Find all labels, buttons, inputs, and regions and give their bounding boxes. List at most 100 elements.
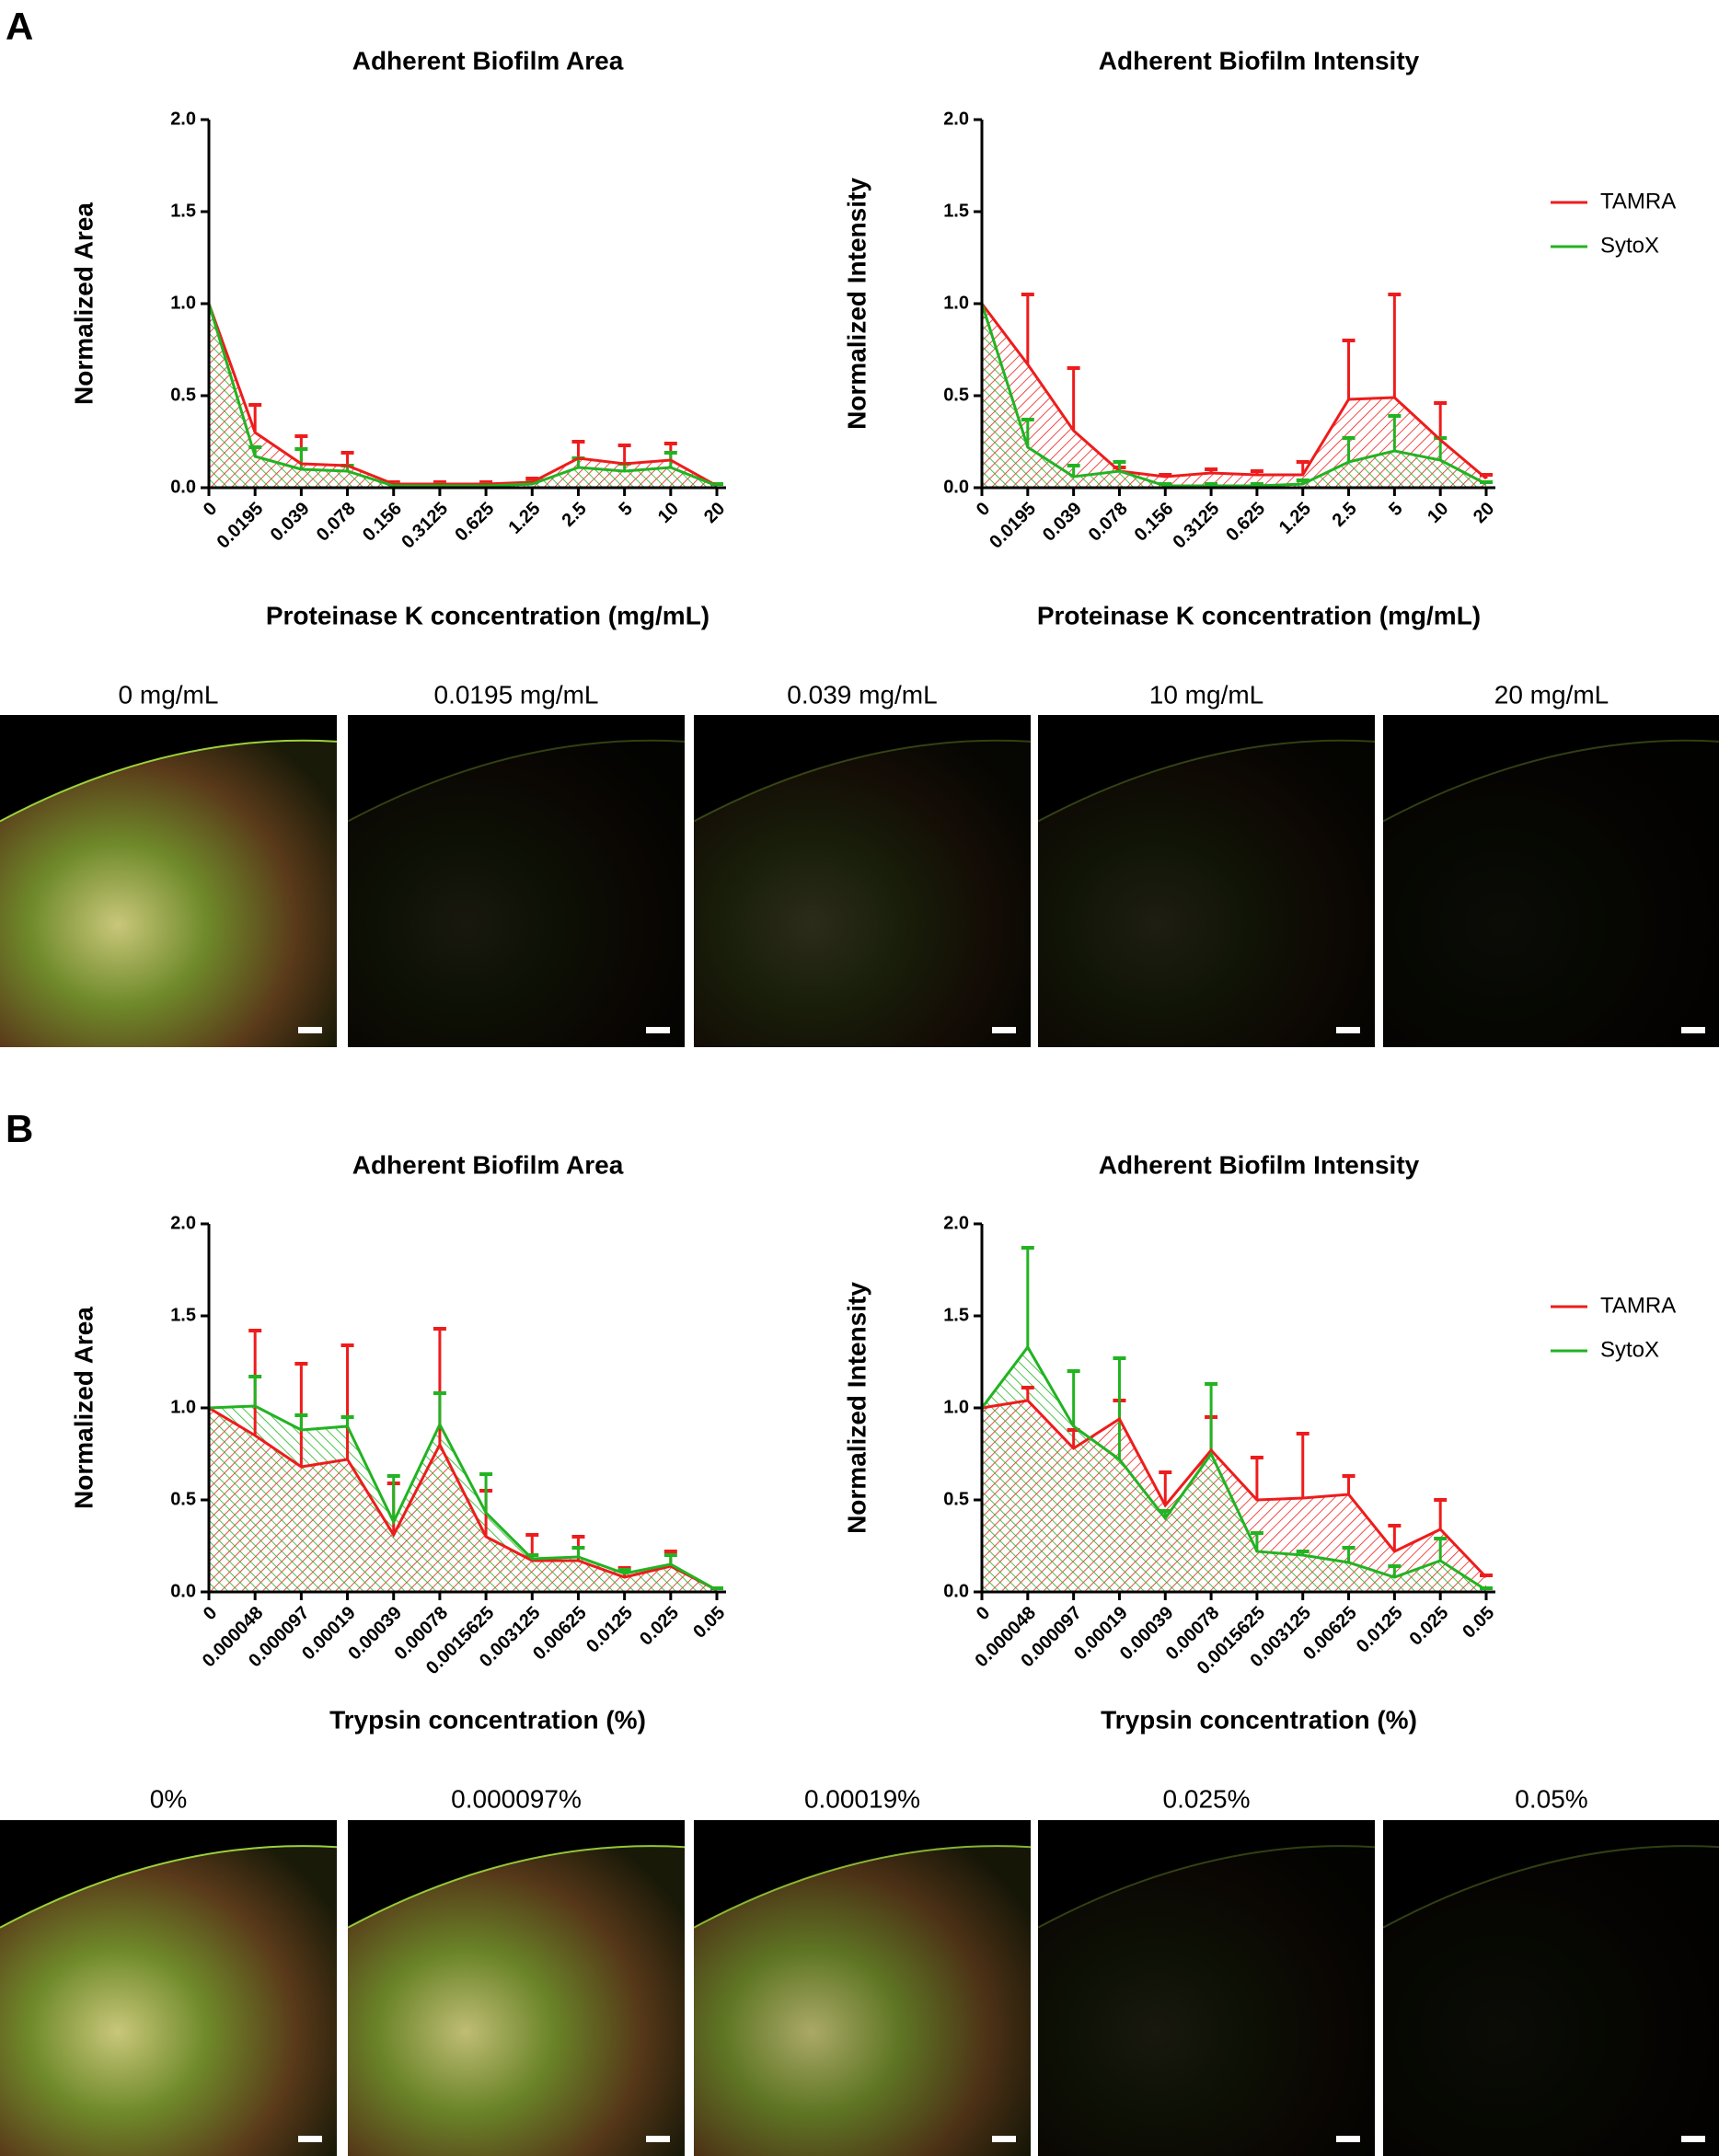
image-caption: 0.000097% xyxy=(451,1784,582,1813)
series-line xyxy=(980,303,1487,480)
x-tick-label: 0 xyxy=(200,499,221,520)
x-tick-label: 10 xyxy=(654,499,683,527)
x-tick-label: 0.625 xyxy=(1222,499,1269,546)
x-tick-label: 0.3125 xyxy=(398,499,452,553)
image-caption: 0.00019% xyxy=(804,1784,920,1813)
biofilm-edge xyxy=(1382,1845,1719,1929)
legend-label: SytoX xyxy=(1600,1337,1659,1362)
error-bar xyxy=(294,447,308,469)
x-tick-label: 0.039 xyxy=(1039,499,1086,546)
x-tick-label: 20 xyxy=(1470,499,1498,527)
x-tick-label: 0.0125 xyxy=(583,1603,637,1657)
micrograph xyxy=(1037,1820,1376,2156)
panel-label: A xyxy=(6,5,33,48)
biofilm-edge xyxy=(1037,739,1376,823)
y-axis-label: Normalized Intensity xyxy=(842,178,871,430)
area xyxy=(209,1406,717,1592)
x-axis-label: Trypsin concentration (%) xyxy=(1101,1705,1417,1734)
biofilm xyxy=(694,740,1031,1047)
error-bar xyxy=(1388,414,1402,451)
chart-title: Adherent Biofilm Intensity xyxy=(1099,1150,1420,1179)
error-bar xyxy=(1021,1386,1034,1401)
y-axis-label: Normalized Intensity xyxy=(842,1282,871,1534)
y-tick-label: 2.0 xyxy=(170,109,196,129)
biofilm-edge xyxy=(693,1845,1032,1929)
series-line xyxy=(208,1404,718,1592)
y-tick-label: 1.5 xyxy=(170,201,196,221)
y-tick-label: 1.0 xyxy=(943,293,969,313)
chart-title: Adherent Biofilm Intensity xyxy=(1099,46,1420,75)
biofilm xyxy=(694,1846,1031,2156)
x-tick-label: 1.25 xyxy=(1275,499,1315,538)
error-bar xyxy=(386,1474,400,1522)
y-axis-label: Normalized Area xyxy=(69,202,98,405)
x-tick-label: 0.078 xyxy=(1085,499,1132,546)
y-tick-label: 1.0 xyxy=(943,1397,969,1417)
x-tick-label: 5 xyxy=(1385,499,1406,520)
x-tick-label: 20 xyxy=(700,499,729,527)
image-caption: 0.039 mg/mL xyxy=(787,680,937,709)
series-line xyxy=(980,303,1487,488)
y-tick-label: 0.0 xyxy=(943,477,969,497)
scale-bar xyxy=(646,2136,670,2142)
biofilm xyxy=(1038,1846,1375,2156)
scale-bar xyxy=(1681,2136,1705,2142)
y-tick-label: 2.0 xyxy=(943,109,969,129)
scale-bar xyxy=(1336,1027,1360,1033)
error-bar xyxy=(1434,1498,1448,1529)
biofilm xyxy=(1383,1846,1719,2156)
biofilm-edge xyxy=(347,739,686,823)
error-bar xyxy=(1342,1474,1356,1494)
series-line xyxy=(981,1399,1488,1579)
y-axis-label: Normalized Area xyxy=(69,1307,98,1509)
biofilm-edge xyxy=(693,739,1032,823)
biofilm xyxy=(348,740,685,1047)
x-tick-label: 0.05 xyxy=(1459,1603,1498,1643)
image-caption: 10 mg/mL xyxy=(1149,680,1264,709)
error-bar xyxy=(340,1343,354,1459)
area xyxy=(209,304,717,488)
x-tick-label: 2.5 xyxy=(559,499,591,531)
error-bar xyxy=(1067,366,1080,431)
biofilm xyxy=(1383,740,1719,1047)
y-tick-label: 0.5 xyxy=(170,1489,196,1509)
biofilm-edge xyxy=(347,1845,686,1929)
micrograph xyxy=(1382,1820,1719,2156)
series-line xyxy=(208,1406,718,1592)
image-caption: 20 mg/mL xyxy=(1494,680,1609,709)
x-tick-label: 0 xyxy=(973,499,994,520)
y-tick-label: 1.5 xyxy=(170,1305,196,1325)
chart-title: Adherent Biofilm Area xyxy=(352,46,624,75)
biofilm xyxy=(348,1846,685,2156)
x-tick-label: 0.0125 xyxy=(1353,1603,1407,1657)
scale-bar xyxy=(992,2136,1016,2142)
y-tick-label: 0.0 xyxy=(943,1581,969,1601)
error-bar xyxy=(1021,1246,1034,1347)
biofilm-edge xyxy=(1382,739,1719,823)
micrograph xyxy=(0,715,338,1047)
micrograph xyxy=(0,1820,338,2156)
biofilm xyxy=(0,740,337,1047)
y-tick-label: 1.5 xyxy=(943,201,969,221)
error-bar xyxy=(1296,1432,1309,1498)
scale-bar xyxy=(298,2136,322,2142)
area xyxy=(209,304,717,488)
biofilm xyxy=(0,1846,337,2156)
x-tick-label: 0.039 xyxy=(267,499,314,546)
biofilm-edge xyxy=(1037,1845,1376,1929)
error-bar xyxy=(571,1546,585,1557)
x-tick-label: 5 xyxy=(615,499,636,520)
error-bar xyxy=(617,444,631,464)
error-bar xyxy=(1067,464,1080,477)
error-bar xyxy=(1113,1356,1126,1459)
image-caption: 0.025% xyxy=(1163,1784,1251,1813)
x-tick-label: 2.5 xyxy=(1329,499,1361,531)
y-tick-label: 1.0 xyxy=(170,1397,196,1417)
error-bar xyxy=(294,1413,308,1430)
x-tick-label: 0.05 xyxy=(689,1603,729,1643)
error-bar xyxy=(1021,293,1034,364)
error-bar xyxy=(1342,436,1356,462)
error-bar xyxy=(1342,1546,1356,1562)
error-bar xyxy=(1342,339,1356,399)
y-tick-label: 2.0 xyxy=(943,1213,969,1233)
